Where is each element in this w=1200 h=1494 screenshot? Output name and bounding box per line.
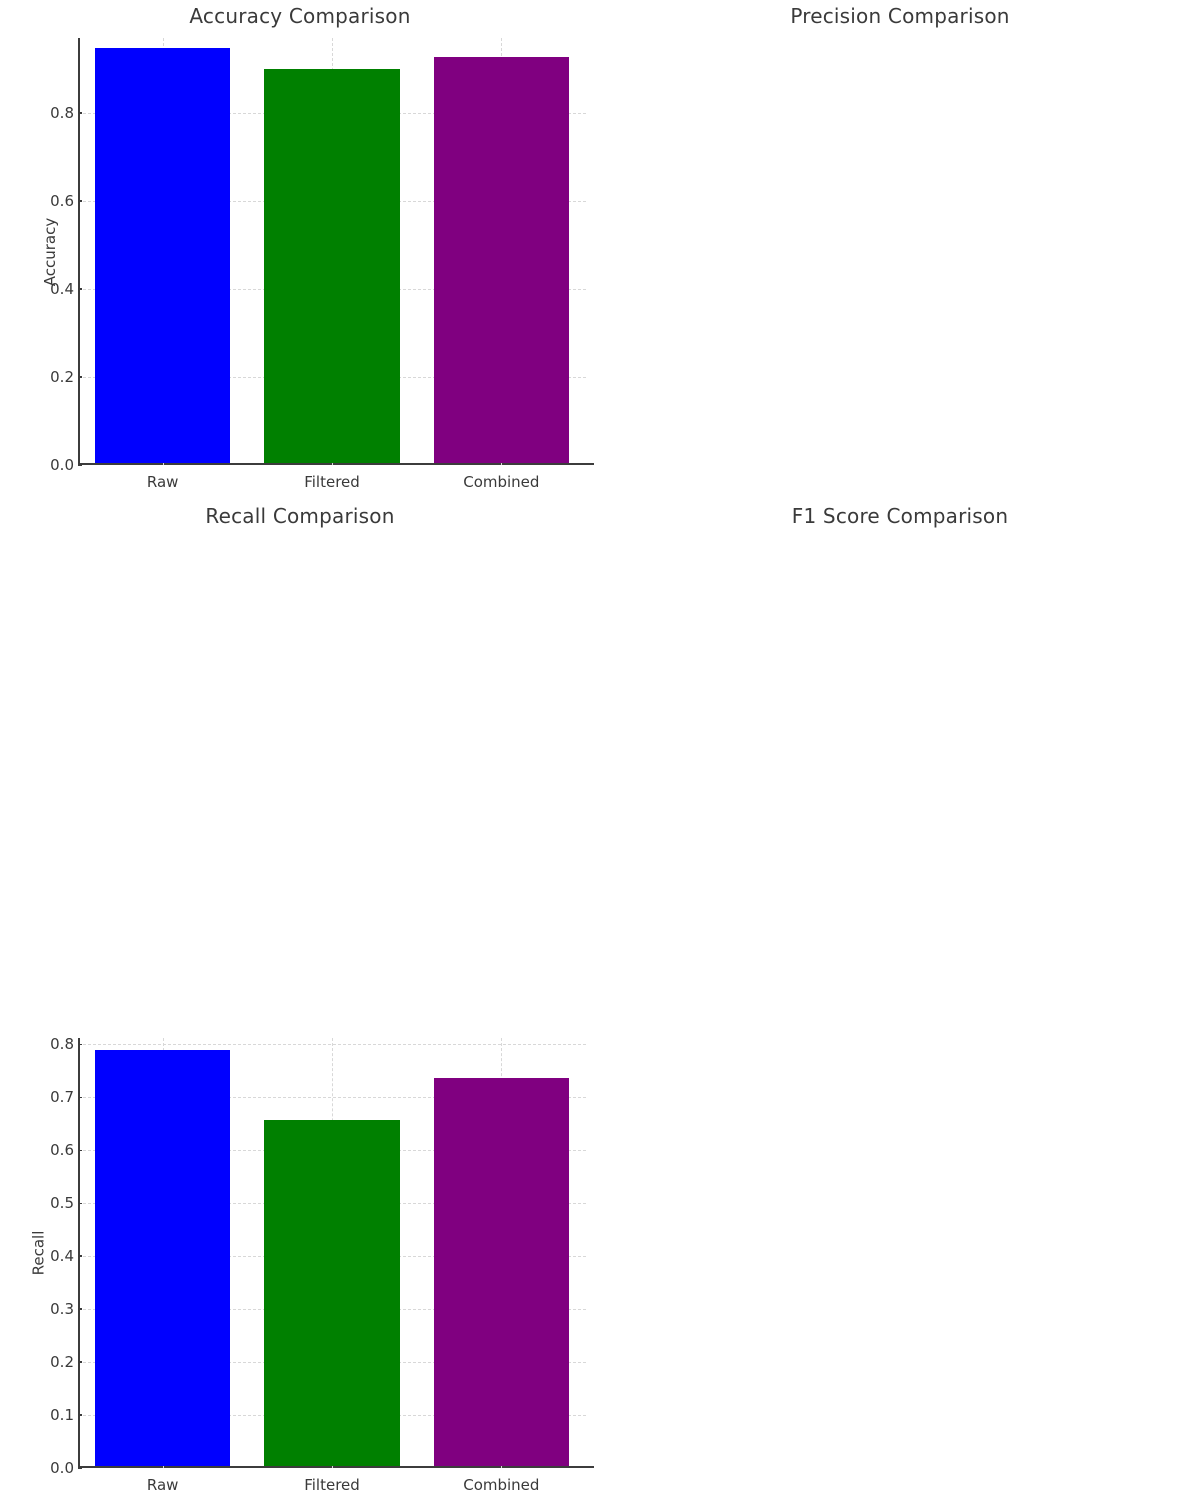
y-axis-tick-label: 0.6 — [50, 191, 74, 210]
y-axis-tick-label: 0.4 — [50, 1247, 74, 1266]
chart-title: Precision Comparison — [790, 4, 1010, 28]
y-axis-tick-label: 0.7 — [50, 1088, 74, 1107]
y-axis-spine — [78, 38, 80, 465]
y-axis-tick-label: 0.6 — [50, 1141, 74, 1160]
y-tick-mark — [78, 200, 82, 202]
y-tick-mark — [78, 464, 82, 466]
panel-recall: Recall Comparison Recall 0.0 0.1 0.2 0.3 0.4… — [0, 500, 600, 1494]
chart-title: Recall Comparison — [205, 504, 395, 528]
y-axis-label: Accuracy — [41, 217, 60, 286]
y-axis-tick-label: 0.0 — [50, 456, 74, 474]
y-axis-tick-label: 0.8 — [50, 1035, 74, 1054]
x-axis-tick-label: Combined — [463, 473, 540, 491]
axes-accuracy: Accuracy 0.0 0.2 0.4 0.6 0.8 Raw Filtered Combi… — [41, 38, 594, 491]
y-axis-tick-label: 0.4 — [50, 279, 74, 298]
axes-recall: Recall 0.0 0.1 0.2 0.3 0.4 0.5 0.6 0.7 0.8 Raw Fil… — [29, 1035, 594, 1494]
y-axis-tick-label: 0.2 — [50, 1353, 74, 1372]
y-tick-mark — [78, 1096, 82, 1098]
y-axis-tick: 0.2 — [50, 367, 82, 386]
y-axis-tick: 0.6 — [50, 1141, 82, 1160]
y-axis-tick-label: 0.0 — [50, 1459, 74, 1477]
y-tick-mark — [78, 112, 82, 114]
y-tick-mark — [78, 288, 82, 290]
bar-combined[interactable] — [433, 56, 570, 464]
y-axis-tick: 0.6 — [50, 191, 82, 210]
panel-accuracy: Accuracy Comparison Accuracy 0.0 0.2 0.4 0.… — [0, 0, 600, 500]
x-axis-tick-label: Raw — [146, 473, 179, 491]
y-axis-tick: 0.7 — [50, 1088, 82, 1107]
y-axis-tick: 0.8 — [50, 103, 82, 122]
x-axis-spine — [78, 463, 594, 465]
y-tick-mark — [78, 1043, 82, 1046]
panel-precision: Precision Comparison Precision 0.00.20.4… — [600, 0, 1200, 500]
y-tick-mark — [78, 1255, 82, 1257]
plot-area: 0.0 0.1 0.2 0.3 0.4 0.5 0.6 0.7 0.8 Raw Filtered Co… — [50, 1035, 586, 1494]
y-axis-label: Recall — [29, 1230, 48, 1276]
bar-filtered[interactable] — [264, 68, 400, 464]
plot-area: 0.0 0.2 0.4 0.6 0.8 Raw Filtered Combined — [50, 38, 586, 491]
y-axis-tick: 0.3 — [50, 1300, 82, 1319]
chart-title: Accuracy Comparison — [189, 4, 411, 28]
bar-raw[interactable] — [94, 48, 231, 464]
y-tick-mark — [78, 1467, 82, 1469]
y-axis-tick-label: 0.2 — [50, 367, 74, 386]
y-axis-tick-label: 0.1 — [50, 1406, 74, 1425]
x-axis-tick-label: Combined — [463, 1476, 540, 1494]
y-axis-tick-label: 0.5 — [50, 1194, 74, 1213]
y-axis-tick: 0.5 — [50, 1194, 82, 1213]
x-axis-tick-label: Filtered — [304, 1476, 360, 1494]
panel-f1-score: F1 Score Comparison F1 Score 0.00.20.40.… — [600, 500, 1200, 999]
y-axis-tick: 0.0 — [50, 456, 82, 474]
bar-filtered[interactable] — [264, 1120, 400, 1467]
y-axis-tick-label: 0.8 — [50, 103, 74, 122]
y-axis-tick: 0.2 — [50, 1353, 82, 1372]
y-axis-tick: 0.0 — [50, 1459, 82, 1477]
y-tick-mark — [78, 1202, 82, 1204]
y-axis-tick: 0.4 — [50, 1247, 82, 1266]
y-tick-mark — [78, 1361, 82, 1363]
x-axis-tick-label: Raw — [146, 1476, 179, 1494]
y-tick-mark — [78, 376, 82, 378]
y-axis-tick: 0.8 — [50, 1035, 82, 1054]
y-tick-mark — [78, 1149, 82, 1151]
chart-title: F1 Score Comparison — [791, 504, 1009, 528]
bar-combined[interactable] — [433, 1078, 570, 1467]
y-tick-mark — [78, 1414, 82, 1416]
y-axis-tick: 0.1 — [50, 1406, 82, 1425]
y-tick-mark — [78, 1308, 82, 1310]
y-axis-tick: 0.4 — [50, 279, 82, 298]
y-axis-tick-label: 0.3 — [50, 1300, 74, 1319]
bar-raw[interactable] — [94, 1049, 231, 1467]
x-axis-tick-label: Filtered — [304, 473, 360, 491]
